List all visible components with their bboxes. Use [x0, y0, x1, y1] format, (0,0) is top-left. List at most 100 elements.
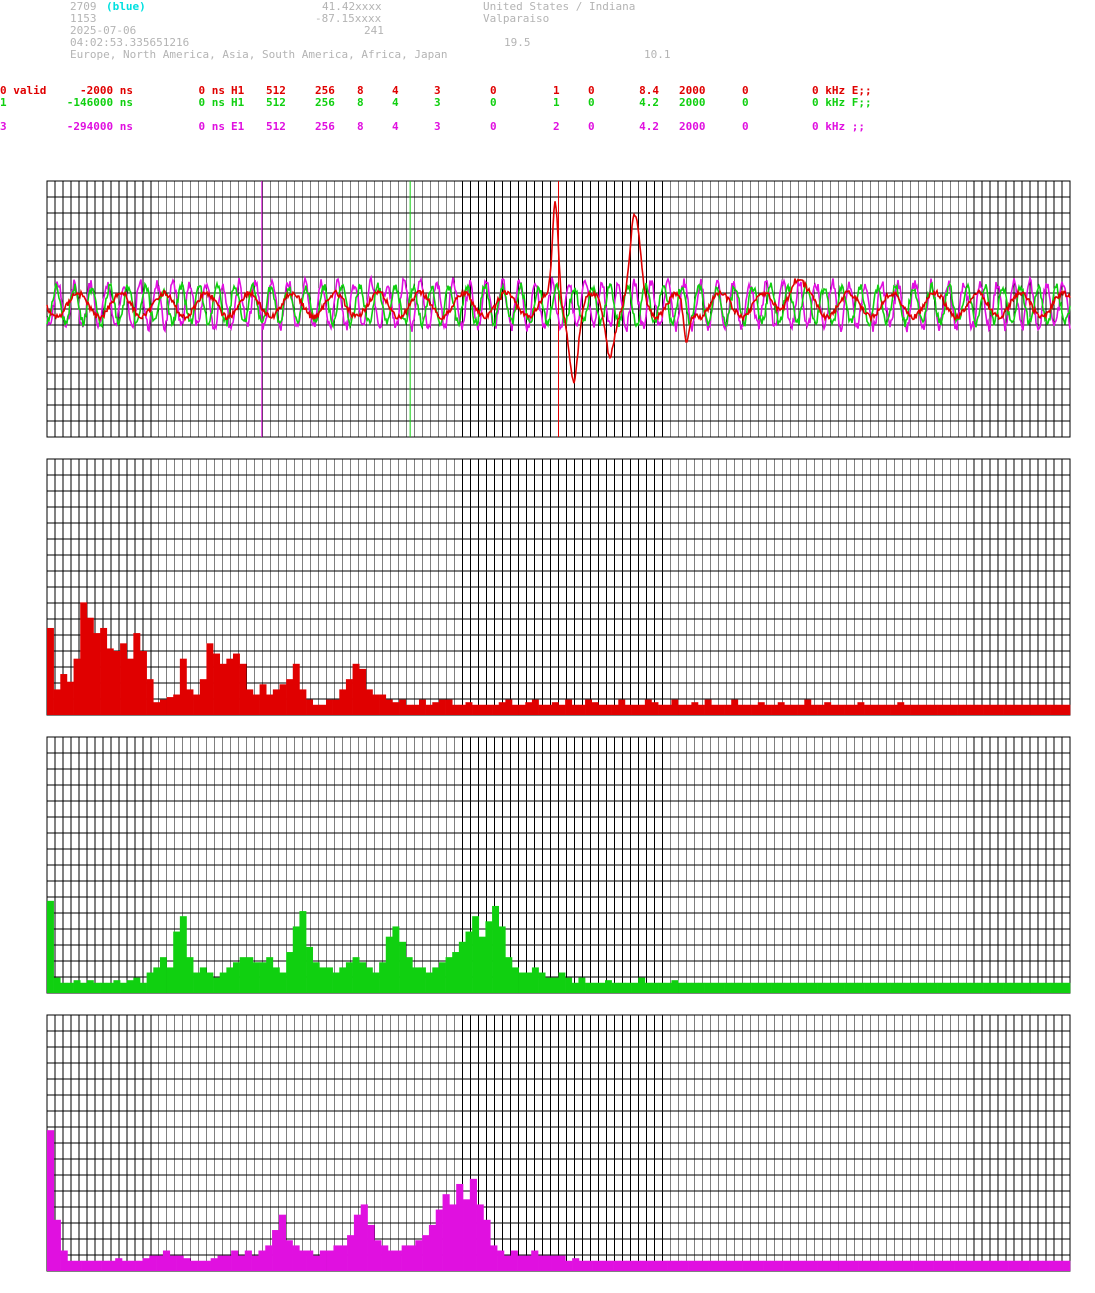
spectrum-baseline — [1020, 713, 1021, 715]
spectrum-baseline — [156, 991, 158, 993]
spectrum-bar — [1036, 704, 1044, 715]
spectrum-baseline — [754, 713, 755, 715]
spectrum-bar — [1050, 704, 1058, 715]
spectrum-baseline — [422, 991, 423, 993]
spectrum-baseline — [169, 713, 171, 715]
spectrum-baseline — [98, 1269, 99, 1271]
spectrum-bar — [74, 1260, 82, 1271]
spectrum-baseline — [986, 713, 988, 715]
spectrum-baseline — [355, 991, 357, 993]
spectrum-bar — [415, 1240, 423, 1271]
spectrum-baseline — [1032, 1269, 1033, 1271]
spectrum-bar — [910, 704, 918, 715]
channel-n9: 2000 — [679, 120, 706, 133]
spectrum-bar — [957, 704, 965, 715]
spectrum-baseline — [309, 991, 310, 993]
spectrum-baseline — [462, 713, 463, 715]
spectrum-baseline — [623, 1269, 624, 1271]
spectrum-baseline — [854, 991, 855, 993]
spectrum-bar — [353, 1214, 362, 1271]
spectrum-bar — [47, 627, 54, 715]
channel-n6: 0 — [490, 96, 497, 109]
spectrum-bar — [326, 699, 333, 715]
spectrum-baseline — [814, 991, 815, 993]
channel-n5: 3 — [434, 96, 441, 109]
spectrum-bar — [379, 962, 387, 993]
spectrum-bar — [647, 1260, 655, 1271]
spectrum-bar — [897, 982, 905, 993]
spectrum-baseline — [923, 1269, 924, 1271]
spectrum-baseline — [395, 991, 397, 993]
spectrum-baseline — [734, 713, 736, 715]
grid-lines — [46, 736, 1071, 994]
spectrum-baseline — [548, 1269, 549, 1271]
spectrum-bar — [339, 689, 347, 715]
spectrum-baseline — [176, 713, 178, 715]
spectrum-bar — [684, 982, 692, 993]
spectrum-bar — [458, 704, 466, 715]
spectrum-bar — [664, 704, 672, 715]
channel-n1: 512 — [266, 96, 286, 109]
spectrum-bar — [1030, 704, 1038, 715]
spectrum-bar — [605, 980, 612, 993]
spectrum-bar — [53, 689, 61, 715]
spectrum-baseline — [628, 713, 629, 715]
spectrum-baseline — [203, 713, 204, 715]
spectrum-baseline — [781, 713, 782, 715]
spectrum-baseline — [880, 713, 882, 715]
spectrum-baseline — [671, 1269, 672, 1271]
spectrum-bar — [598, 704, 606, 715]
spectrum-baseline — [661, 991, 662, 993]
altitude: 241 — [364, 24, 384, 37]
spectrum-bar — [239, 957, 247, 993]
spectrum-bar — [698, 982, 705, 993]
spectrum-baseline — [77, 1269, 79, 1271]
spectrum-baseline — [754, 991, 755, 993]
spectrum-baseline — [96, 713, 98, 715]
spectrum-baseline — [759, 1269, 761, 1271]
spectrum-baseline — [800, 713, 802, 715]
spectrum-bar — [660, 1260, 668, 1271]
spectrum-baseline — [1040, 991, 1041, 993]
spectrum-baseline — [329, 991, 330, 993]
spectrum-bar — [960, 1260, 968, 1271]
spectrum-bar — [140, 651, 147, 715]
spectrum-bar — [558, 1255, 566, 1271]
spectrum-baseline — [860, 713, 862, 715]
spectrum-baseline — [674, 713, 676, 715]
spectrum-bar — [664, 982, 672, 993]
spectrum-baseline — [581, 713, 583, 715]
spectrum-baseline — [439, 1269, 440, 1271]
spectrum-baseline — [707, 713, 709, 715]
latitude: 41.42xxxx — [322, 0, 382, 13]
spectrum-baseline — [616, 1269, 617, 1271]
spectrum-baseline — [375, 991, 377, 993]
channel-n9: 2000 — [679, 84, 706, 97]
spectrum-baseline — [634, 713, 636, 715]
spectrum-bar — [831, 1260, 839, 1271]
spectrum-baseline — [940, 991, 941, 993]
spectrum-baseline — [362, 713, 364, 715]
spectrum-bar — [476, 1204, 484, 1271]
spectrum-baseline — [83, 991, 85, 993]
channel-type: E1 — [231, 120, 245, 133]
spectrum-bar — [120, 643, 128, 715]
spectrum-bar — [658, 982, 666, 993]
spectrum-baseline — [827, 991, 829, 993]
spectrum-baseline — [227, 1269, 229, 1271]
spectrum-bar — [374, 1240, 382, 1271]
spectrum-bar — [817, 704, 825, 715]
spectrum-baseline — [1025, 1269, 1027, 1271]
spectrum-baseline — [83, 713, 85, 715]
spectrum-baseline — [1052, 1269, 1054, 1271]
spectrum-baseline — [582, 1269, 583, 1271]
spectrum-bar — [162, 1250, 171, 1271]
spectrum-baseline — [641, 991, 643, 993]
spectrum-baseline — [163, 991, 164, 993]
spectrum-baseline — [63, 713, 65, 715]
spectrum-bar — [252, 694, 260, 715]
spectrum-baseline — [977, 1269, 979, 1271]
spectrum-bar — [850, 704, 858, 715]
spectrum-bar — [428, 1224, 437, 1271]
spectrum-baseline — [940, 713, 941, 715]
